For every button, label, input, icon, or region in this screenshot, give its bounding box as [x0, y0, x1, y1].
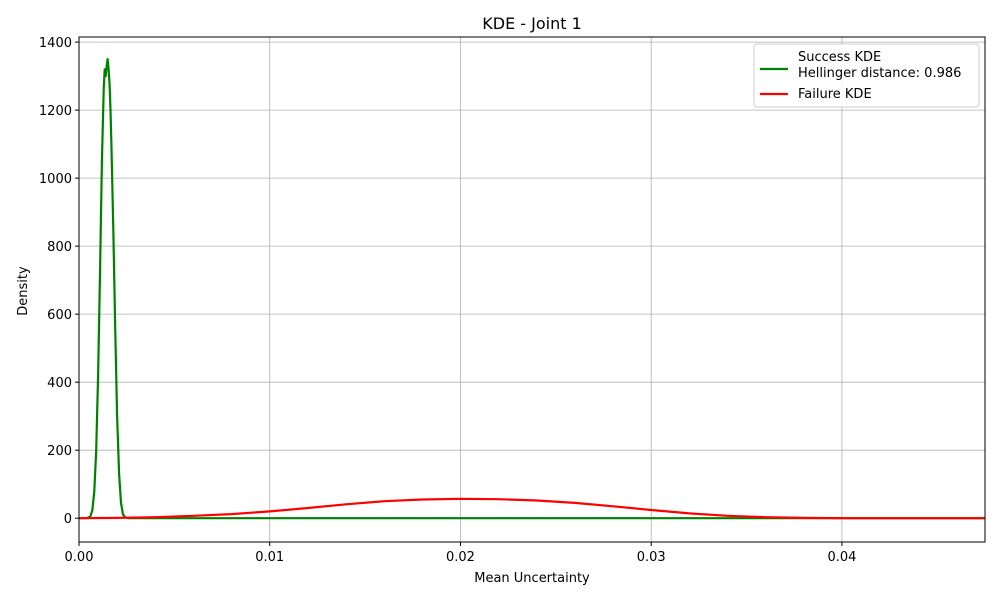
series-line-failure-kde [78, 497, 985, 520]
x-tick-label: 0.03 [637, 550, 666, 565]
x-tick-label: 0.02 [446, 550, 475, 565]
x-tick-label: 0.00 [65, 550, 94, 565]
y-tick-label: 200 [47, 444, 72, 459]
y-tick-label: 1000 [39, 172, 72, 187]
y-tick-label: 400 [47, 376, 72, 391]
y-axis-label: Density [16, 266, 31, 316]
chart-title: KDE - Joint 1 [482, 14, 582, 33]
x-tick-label: 0.04 [827, 550, 856, 565]
y-tick-label: 1200 [39, 104, 72, 119]
plot-frame [78, 36, 986, 543]
axis-ticks: 0.00 0.01 0.02 0.03 0.04 0 200 400 600 800 1000 120… [39, 36, 857, 565]
x-tick-label: 0.01 [255, 550, 284, 565]
series-lines [78, 57, 985, 520]
x-axis-label: Mean Uncertainty [474, 571, 590, 586]
series-line-success-kde [79, 57, 985, 520]
legend-label: Failure KDE [798, 87, 872, 102]
legend-label: Hellinger distance: 0.986 [798, 66, 961, 81]
y-tick-label: 0 [64, 512, 72, 527]
y-tick-label: 800 [47, 240, 72, 255]
y-tick-label: 1400 [39, 36, 72, 51]
y-tick-label: 600 [47, 308, 72, 323]
legend-label: Success KDE [798, 50, 881, 65]
grid [78, 37, 985, 542]
legend-box [753, 43, 980, 108]
